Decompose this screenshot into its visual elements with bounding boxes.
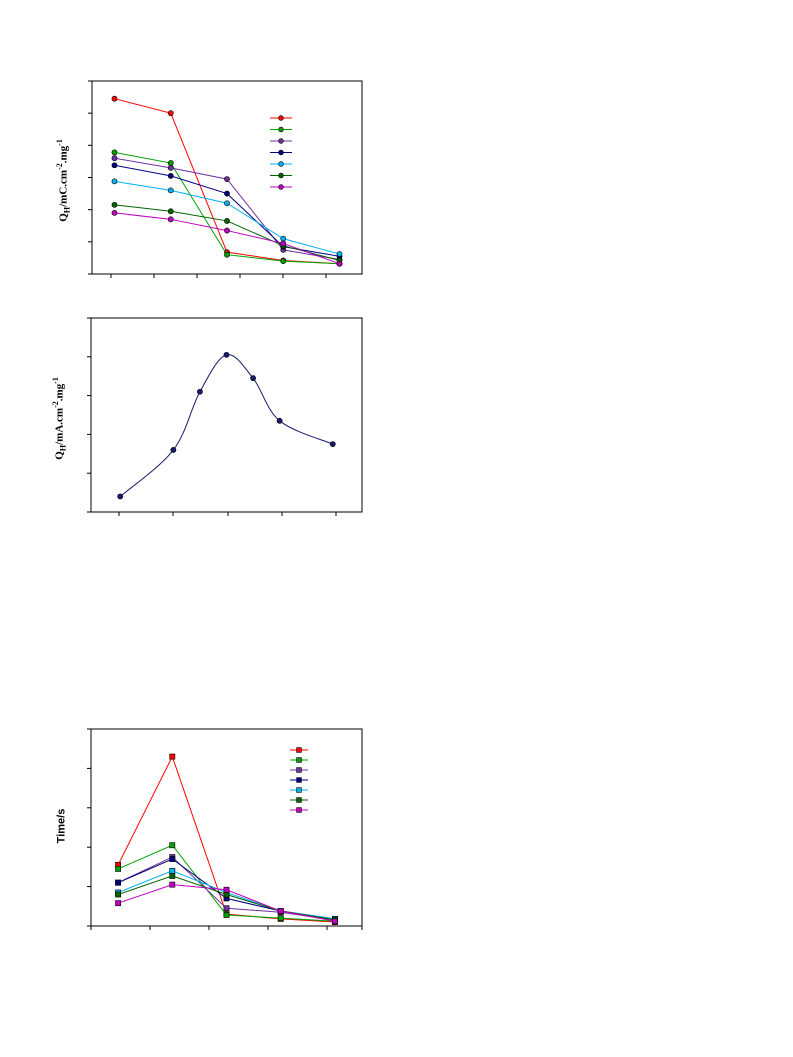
data-point xyxy=(169,867,176,874)
data-point xyxy=(169,753,176,760)
data-point xyxy=(115,900,121,907)
legend-marker xyxy=(296,767,302,773)
data-point xyxy=(167,160,174,166)
data-point xyxy=(170,447,177,453)
data-point xyxy=(197,388,203,395)
legend-marker xyxy=(278,172,284,179)
data-point xyxy=(280,235,287,242)
data-point xyxy=(115,879,121,886)
data-point xyxy=(224,176,230,183)
data-point xyxy=(223,912,230,918)
data-point xyxy=(277,908,284,914)
data-point xyxy=(224,227,230,234)
data-point xyxy=(117,493,124,500)
data-point xyxy=(111,95,118,102)
data-point xyxy=(329,441,336,447)
data-point xyxy=(224,190,230,197)
data-point xyxy=(280,240,287,247)
legend-marker xyxy=(296,787,302,793)
data-point xyxy=(167,110,174,117)
data-point xyxy=(115,891,121,898)
data-point xyxy=(115,865,121,872)
legend-marker xyxy=(278,149,284,156)
series-line xyxy=(114,151,340,265)
legend-marker xyxy=(296,777,302,783)
data-point xyxy=(111,209,118,216)
data-point xyxy=(280,258,287,265)
data-point xyxy=(167,216,174,223)
data-point xyxy=(169,842,176,849)
data-point xyxy=(111,162,118,169)
data-point xyxy=(167,172,174,179)
data-point xyxy=(169,873,176,879)
plot-frame xyxy=(90,317,363,513)
data-point xyxy=(277,915,284,922)
data-point xyxy=(167,164,174,171)
data-point xyxy=(223,891,230,898)
chart-3-ylabel: Time/s xyxy=(55,808,68,844)
data-point xyxy=(224,218,230,224)
chart-1 xyxy=(88,80,363,278)
data-point xyxy=(223,905,230,912)
data-point xyxy=(331,918,338,925)
data-point xyxy=(224,200,230,207)
chart-2-ylabel: QH/mA.cm-2.mg-1 xyxy=(50,377,68,460)
data-point xyxy=(111,149,118,156)
data-point xyxy=(111,155,118,162)
data-point xyxy=(169,856,176,862)
series-line xyxy=(119,354,333,497)
legend-marker xyxy=(296,797,302,803)
legend-marker xyxy=(296,757,302,763)
data-point xyxy=(169,881,176,888)
data-point xyxy=(111,201,118,208)
data-point xyxy=(223,886,230,893)
chart-2 xyxy=(87,317,363,516)
data-point xyxy=(167,208,174,215)
plot-frame xyxy=(90,728,363,927)
data-point xyxy=(250,375,256,382)
legend-marker xyxy=(278,126,284,133)
legend-marker xyxy=(278,138,284,144)
legend-marker xyxy=(278,115,284,121)
legend-marker xyxy=(278,161,284,167)
data-point xyxy=(336,260,343,267)
legend-marker xyxy=(296,747,302,753)
data-point xyxy=(224,251,230,258)
chart-1-ylabel: QH/mC.cm-2.mg-1 xyxy=(54,139,72,222)
data-point xyxy=(223,351,230,358)
data-point xyxy=(167,187,174,194)
legend-marker xyxy=(296,807,302,813)
data-point xyxy=(111,178,118,185)
data-point xyxy=(276,417,283,424)
chart-3 xyxy=(87,728,363,930)
legend-marker xyxy=(278,184,284,190)
data-point xyxy=(336,251,343,257)
